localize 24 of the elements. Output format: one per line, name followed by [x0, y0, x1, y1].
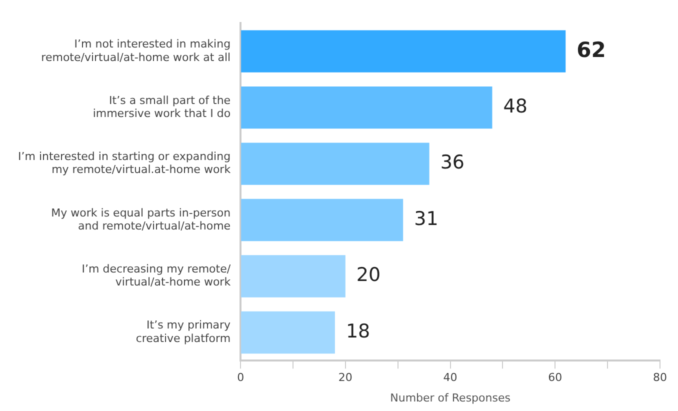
x-tick-label: 60	[548, 371, 562, 384]
bar	[241, 142, 430, 185]
y-tick-label: It’s a small part of the immersive work that I do	[92, 94, 231, 120]
x-tick-label: 0	[237, 371, 244, 384]
x-tick-label: 40	[443, 371, 458, 384]
data-label: 62	[576, 38, 606, 62]
data-label: 48	[503, 95, 528, 118]
y-tick-label: My work is equal parts in-person and remote/virtual/at-home	[51, 206, 231, 232]
data-label: 36	[440, 152, 464, 174]
bar	[241, 30, 566, 72]
bar	[241, 86, 492, 129]
y-tick-label: It’s my primary creative platform	[136, 318, 232, 345]
y-tick-label: I’m decreasing my remote/ virtual/at-home work	[82, 262, 232, 289]
bar	[241, 198, 404, 242]
data-label: 31	[414, 208, 438, 230]
x-tick-label: 80	[653, 371, 667, 384]
y-tick-label: I’m not interested in making remote/virtual/at-home work at all	[41, 38, 231, 64]
x-axis-title: Number of Responses	[390, 391, 511, 404]
x-tick-label: 20	[338, 371, 352, 384]
data-label: 20	[356, 264, 381, 286]
y-tick-label: I’m interested in starting or expanding my remote/virtual.at-home work	[18, 150, 232, 176]
bar	[241, 311, 335, 354]
bar	[241, 255, 346, 298]
data-label: 18	[346, 320, 370, 342]
